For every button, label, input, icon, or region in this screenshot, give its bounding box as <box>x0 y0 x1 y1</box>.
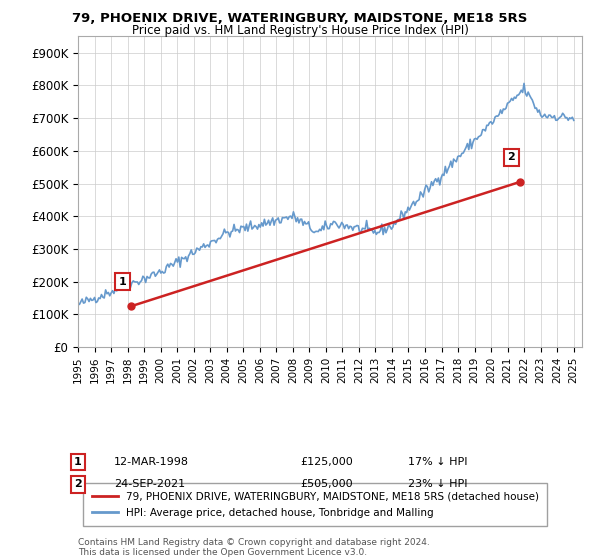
Text: £505,000: £505,000 <box>300 479 353 489</box>
Text: Contains HM Land Registry data © Crown copyright and database right 2024.
This d: Contains HM Land Registry data © Crown c… <box>78 538 430 557</box>
Text: £125,000: £125,000 <box>300 457 353 467</box>
Text: 2: 2 <box>74 479 82 489</box>
Text: 79, PHOENIX DRIVE, WATERINGBURY, MAIDSTONE, ME18 5RS: 79, PHOENIX DRIVE, WATERINGBURY, MAIDSTO… <box>73 12 527 25</box>
Text: 2: 2 <box>508 152 515 162</box>
Text: 23% ↓ HPI: 23% ↓ HPI <box>408 479 467 489</box>
Legend: 79, PHOENIX DRIVE, WATERINGBURY, MAIDSTONE, ME18 5RS (detached house), HPI: Aver: 79, PHOENIX DRIVE, WATERINGBURY, MAIDSTO… <box>83 483 547 526</box>
Text: 17% ↓ HPI: 17% ↓ HPI <box>408 457 467 467</box>
Text: 12-MAR-1998: 12-MAR-1998 <box>114 457 189 467</box>
Text: Price paid vs. HM Land Registry's House Price Index (HPI): Price paid vs. HM Land Registry's House … <box>131 24 469 37</box>
Text: 24-SEP-2021: 24-SEP-2021 <box>114 479 185 489</box>
Text: 1: 1 <box>119 277 127 287</box>
Text: 1: 1 <box>74 457 82 467</box>
